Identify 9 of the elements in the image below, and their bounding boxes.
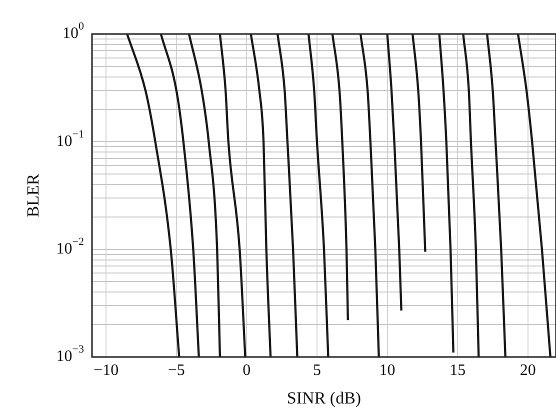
- x-tick-label: 5: [312, 362, 321, 380]
- x-tick-label: 15: [450, 362, 466, 380]
- x-tick-label: 20: [520, 362, 536, 380]
- x-axis-title: SINR (dB): [286, 388, 362, 408]
- y-axis-title: BLER: [23, 173, 42, 218]
- x-tick-label: −5: [168, 362, 185, 380]
- x-tick-label: 10: [379, 362, 396, 380]
- x-tick-label: −10: [94, 362, 119, 380]
- x-tick-label: 0: [242, 362, 251, 380]
